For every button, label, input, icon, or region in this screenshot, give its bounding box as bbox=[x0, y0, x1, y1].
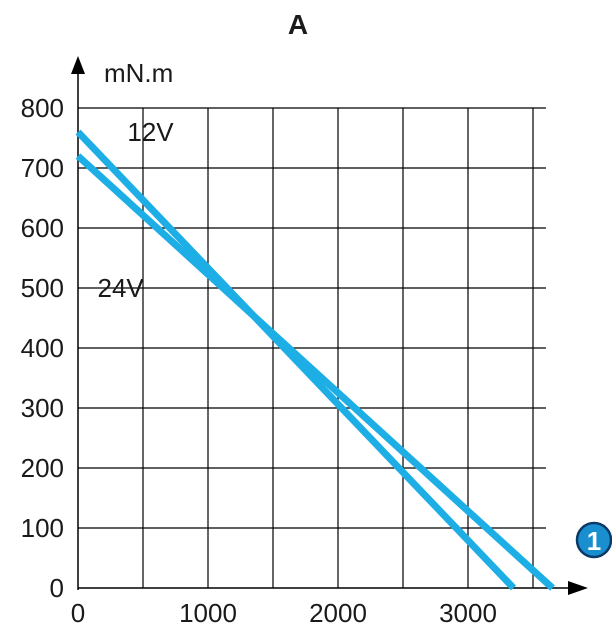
x-tick-label: 0 bbox=[71, 598, 85, 628]
y-tick-label: 300 bbox=[21, 393, 64, 423]
numbered-circle-icon bbox=[575, 521, 612, 559]
series-label-12v: 12V bbox=[127, 117, 174, 147]
y-tick-label: 200 bbox=[21, 453, 64, 483]
x-tick-label: 1000 bbox=[179, 598, 237, 628]
series-lines bbox=[75, 129, 555, 591]
y-tick-label: 100 bbox=[21, 513, 64, 543]
series-line-12v bbox=[75, 129, 517, 591]
x-tick-label: 2000 bbox=[309, 598, 367, 628]
x-tick-labels: 0 1000 2000 3000 bbox=[71, 598, 497, 628]
grid bbox=[78, 107, 546, 588]
y-tick-label: 500 bbox=[21, 273, 64, 303]
axis-marker-label: 1 bbox=[587, 526, 601, 556]
x-tick-label: 3000 bbox=[439, 598, 497, 628]
y-axis-arrow-icon bbox=[71, 56, 85, 74]
axis-marker: 1 bbox=[575, 521, 612, 559]
y-tick-label: 700 bbox=[21, 153, 64, 183]
y-tick-label: 600 bbox=[21, 213, 64, 243]
y-tick-label: 800 bbox=[21, 93, 64, 123]
series-labels: 12V 24V bbox=[98, 117, 175, 303]
y-tick-label: 400 bbox=[21, 333, 64, 363]
series-label-24v: 24V bbox=[98, 273, 145, 303]
chart-title: A bbox=[288, 9, 308, 40]
y-tick-label: 0 bbox=[50, 573, 64, 603]
x-axis-arrow-icon bbox=[568, 581, 588, 595]
y-tick-labels: 0 100 200 300 400 500 600 700 800 bbox=[21, 93, 64, 603]
y-axis-unit: mN.m bbox=[104, 58, 173, 88]
series-line-24v bbox=[75, 153, 555, 591]
